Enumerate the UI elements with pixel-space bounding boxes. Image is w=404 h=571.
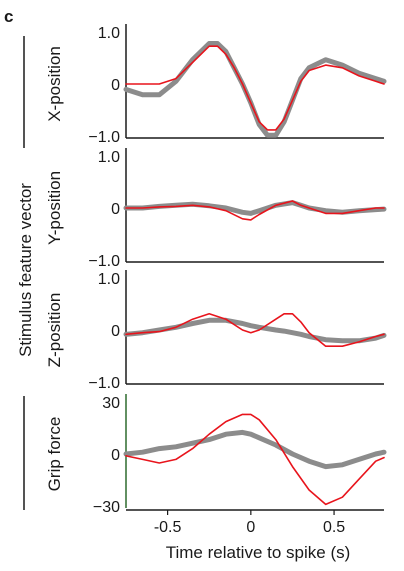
y-tick-label: 1.0 bbox=[98, 271, 120, 288]
panel-ylabel: Z-position bbox=[45, 293, 64, 368]
series-line-grey bbox=[123, 41, 387, 138]
y-tick-label: 0 bbox=[111, 447, 120, 464]
panel-ylabel: Y-position bbox=[45, 171, 64, 245]
x-tick-label: -0.5 bbox=[154, 519, 182, 536]
y-tick-label: 0 bbox=[111, 77, 120, 94]
panel-3: 30 0 −30 Grip force bbox=[45, 394, 387, 516]
y-tick-label: −1.0 bbox=[88, 129, 120, 146]
x-tick-label: 0.5 bbox=[323, 519, 345, 536]
x-tick-label: 0 bbox=[246, 519, 255, 536]
shared-ylabel: Stimulus feature vector bbox=[16, 183, 35, 357]
y-tick-label: 0 bbox=[111, 323, 120, 340]
series-line-red bbox=[125, 313, 385, 347]
y-tick-label: −30 bbox=[93, 499, 120, 516]
y-tick-label: −1.0 bbox=[88, 375, 120, 392]
y-tick-label: 30 bbox=[102, 395, 120, 412]
panel-2: 1.0 0 −1.0 Z-position bbox=[45, 270, 387, 392]
panel-1: 1.0 0 −1.0 Y-position bbox=[45, 148, 387, 270]
y-tick-label: 1.0 bbox=[98, 149, 120, 166]
y-tick-label: 1.0 bbox=[98, 25, 120, 42]
panels: 1.0 0 −1.0 X-position 1.0 0 −1.0 Y-position 1.0 0… bbox=[45, 24, 387, 516]
series-line-grey bbox=[123, 200, 387, 216]
series-line-red bbox=[125, 413, 385, 506]
y-tick-label: 0 bbox=[111, 201, 120, 218]
panel-label: c bbox=[4, 7, 13, 26]
x-axis: -0.5 0 0.5 bbox=[126, 509, 384, 536]
panel-ylabel: Grip force bbox=[45, 417, 64, 492]
series-line-red bbox=[125, 45, 385, 131]
series-line-red bbox=[125, 200, 385, 221]
y-tick-label: −1.0 bbox=[88, 253, 120, 270]
panel-ylabel: X-position bbox=[45, 46, 64, 122]
series-line-grey bbox=[123, 429, 387, 470]
x-axis-label: Time relative to spike (s) bbox=[166, 543, 351, 562]
panel-0: 1.0 0 −1.0 X-position bbox=[45, 24, 387, 146]
